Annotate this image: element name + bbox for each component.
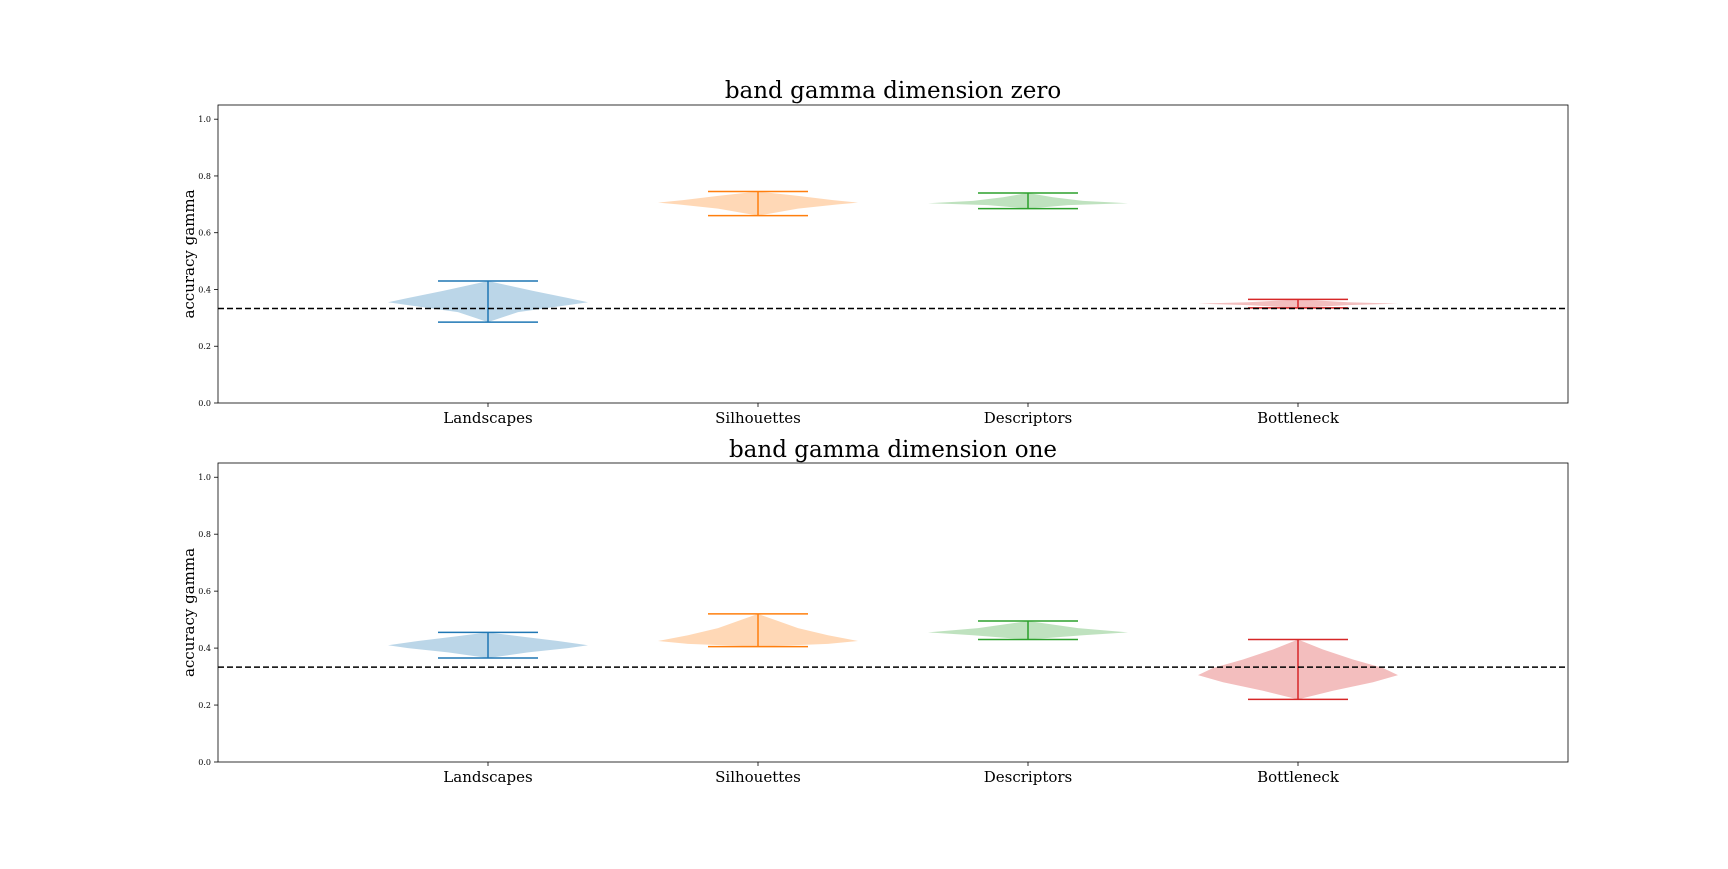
x-tick-label: Silhouettes	[715, 768, 801, 786]
x-tick-label: Silhouettes	[715, 409, 801, 427]
y-tick-label: 0.0	[198, 399, 211, 408]
y-tick-label: 0.6	[198, 587, 211, 596]
x-tick-label: Descriptors	[984, 409, 1073, 427]
y-tick-label: 0.2	[198, 342, 211, 351]
chart-title: band gamma dimension zero	[725, 78, 1061, 104]
x-tick-label: Descriptors	[984, 768, 1073, 786]
y-tick-label: 0.0	[198, 758, 211, 767]
y-axis-label: accuracy gamma	[180, 548, 198, 677]
y-tick-label: 0.8	[198, 530, 211, 539]
y-tick-label: 0.2	[198, 701, 211, 710]
y-tick-label: 0.4	[198, 285, 211, 294]
y-tick-label: 0.4	[198, 644, 211, 653]
x-tick-label: Bottleneck	[1257, 768, 1340, 786]
plot-frame	[217, 104, 1569, 404]
y-tick-label: 0.6	[198, 229, 211, 238]
x-tick-label: Landscapes	[443, 409, 532, 427]
y-tick-label: 1.0	[198, 115, 211, 124]
y-axis-label: accuracy gamma	[180, 189, 198, 318]
y-tick-label: 1.0	[198, 473, 211, 482]
x-tick-label: Landscapes	[443, 768, 532, 786]
x-tick-label: Bottleneck	[1257, 409, 1340, 427]
plot-frame	[217, 462, 1569, 763]
y-tick-label: 0.8	[198, 172, 211, 181]
chart-title: band gamma dimension one	[729, 437, 1057, 463]
